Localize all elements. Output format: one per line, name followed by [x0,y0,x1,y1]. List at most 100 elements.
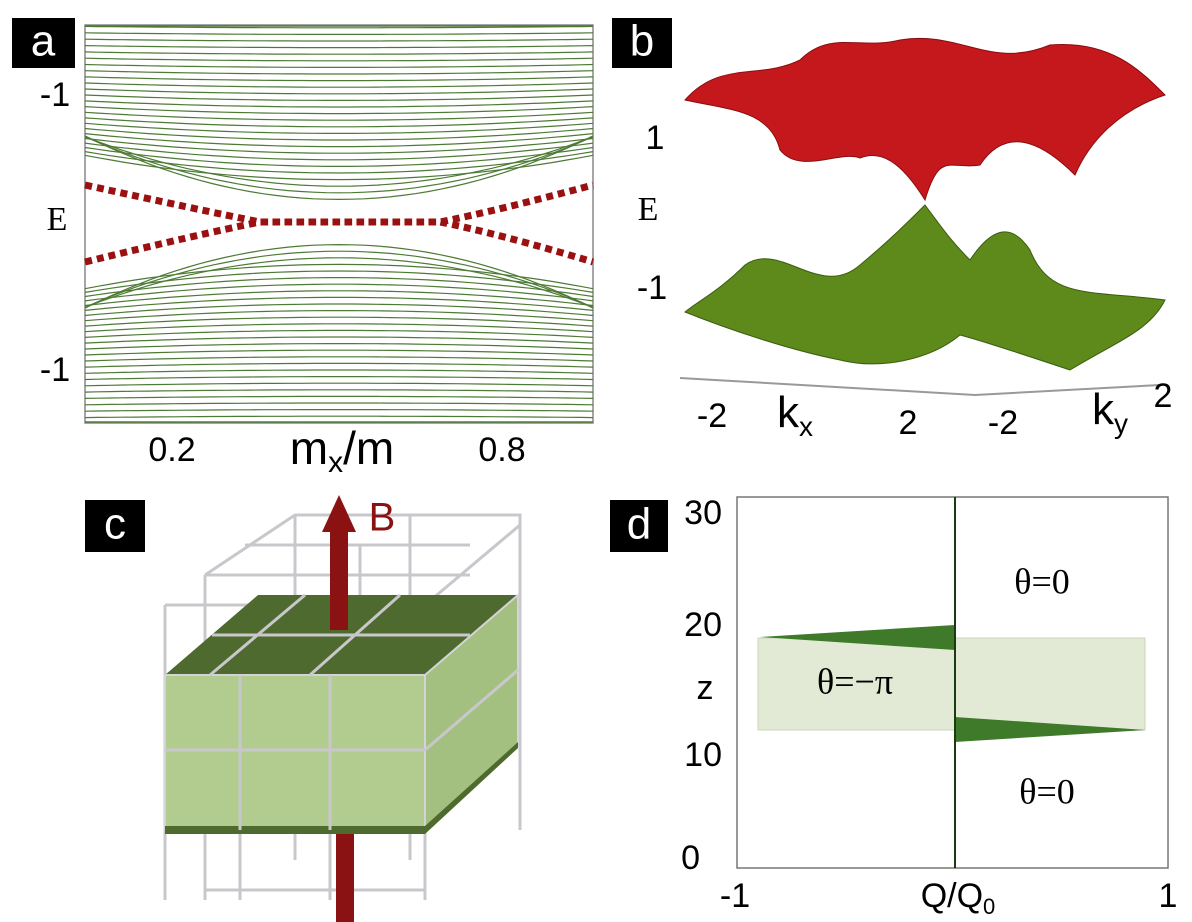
panel-d: d 0 10 20 30 z -1 1 Q/Q0 θ=0 θ=−π θ=0 [610,494,1177,919]
band-curve [84,395,594,399]
band-curve [84,283,594,302]
panel-label-box [12,18,75,68]
band-curve [84,154,594,181]
edge-state [84,218,595,266]
band-curve [84,257,594,308]
panel-label-box [610,500,668,552]
band-curve [84,389,594,393]
kx-axis-label: kx [777,388,813,443]
band-curve [84,343,594,350]
region-label: θ=0 [1019,771,1075,811]
y-tick-label: -1 [40,76,70,114]
band-curve [84,263,594,290]
panel-label-box [85,500,145,552]
band-curve [84,356,594,362]
slab-front [164,674,426,831]
y-tick-label: -1 [40,351,70,389]
x-tick-label: 0.8 [478,431,525,469]
charge-peak [760,625,955,650]
band-curve [84,316,594,327]
band-curve [84,277,594,298]
band-curve [84,32,594,35]
band-curve [84,88,594,95]
ky-tick-label: 2 [1154,377,1173,415]
panel-b: b 1 -1 E -2 2 kx -2 2 ky [612,17,1173,443]
band-curve [84,243,594,309]
band-curve [84,336,594,344]
band-curve [84,38,594,42]
band-curve [84,106,594,115]
band-curve [84,133,594,148]
band-curve [84,137,594,154]
band-curve [84,45,594,49]
field-arrow-shaft [336,830,354,922]
band-curve [84,100,594,108]
field-label: B [369,496,396,540]
band-curve [84,136,594,187]
band-curve [84,329,594,338]
x-tick-label: -1 [720,877,750,915]
band-curve [84,415,594,419]
field-arrow-shaft [330,530,348,630]
band-curve [84,376,594,381]
x-tick-label: 1 [1159,877,1178,915]
y-tick-label: -1 [637,269,667,307]
band-curve [84,111,594,121]
y-axis-label: E [638,191,659,228]
edge-state [84,181,594,226]
charge-peak [955,717,1145,742]
x-axis-label: mx/m [290,422,394,479]
band-curves [84,25,594,423]
band-curve [84,151,594,174]
lattice-front [165,593,519,830]
y-axis-label: z [697,669,714,707]
y-tick-label: 0 [681,839,700,877]
panel-label: c [104,500,126,549]
band-curve [84,290,594,307]
lower-band-surface [684,204,1166,371]
band-curve [84,349,594,356]
region-label: θ=−π [817,661,893,701]
band-curve [84,270,594,293]
band-curve [84,250,594,308]
band-curve [84,409,594,412]
band-curve [84,51,594,55]
kx-tick-label: 2 [899,404,918,442]
band-curve [84,82,594,88]
band-curve [84,135,594,201]
band-curve [84,57,594,62]
ky-axis-label: ky [1092,385,1128,440]
upper-band-surface [684,37,1166,202]
band-curve [84,117,594,128]
base-axes [679,377,1161,397]
y-tick-label: 30 [684,494,722,532]
band-curve [84,382,594,387]
band-curve [84,63,594,68]
band-curve [84,70,594,75]
y-tick-label: 10 [684,736,722,774]
panel-label: b [630,17,654,66]
panel-label-box [612,18,672,68]
field-arrow-head [322,495,356,532]
x-axis-label: Q/Q0 [921,877,996,919]
ky-tick-label: -2 [988,404,1018,442]
band-curve [84,122,594,134]
y-tick-label: 1 [646,119,665,157]
panel-label: a [31,17,56,66]
panel-a: a -1 -1 E 0.2 0.8 mx/m [12,17,595,479]
region-box [954,637,1146,731]
x-tick-label: 0.2 [148,431,195,469]
band-curve [84,303,594,317]
band-curve [84,369,594,374]
band-curve [84,25,594,29]
band-curve [84,402,594,406]
panel-label: d [627,500,651,549]
y-axis-label: E [47,201,68,238]
band-curve [84,76,594,82]
band-curve [84,146,594,167]
band-curve [84,136,594,194]
band-curve [84,310,594,322]
band-curve [84,94,594,101]
kx-tick-label: -2 [697,397,727,435]
